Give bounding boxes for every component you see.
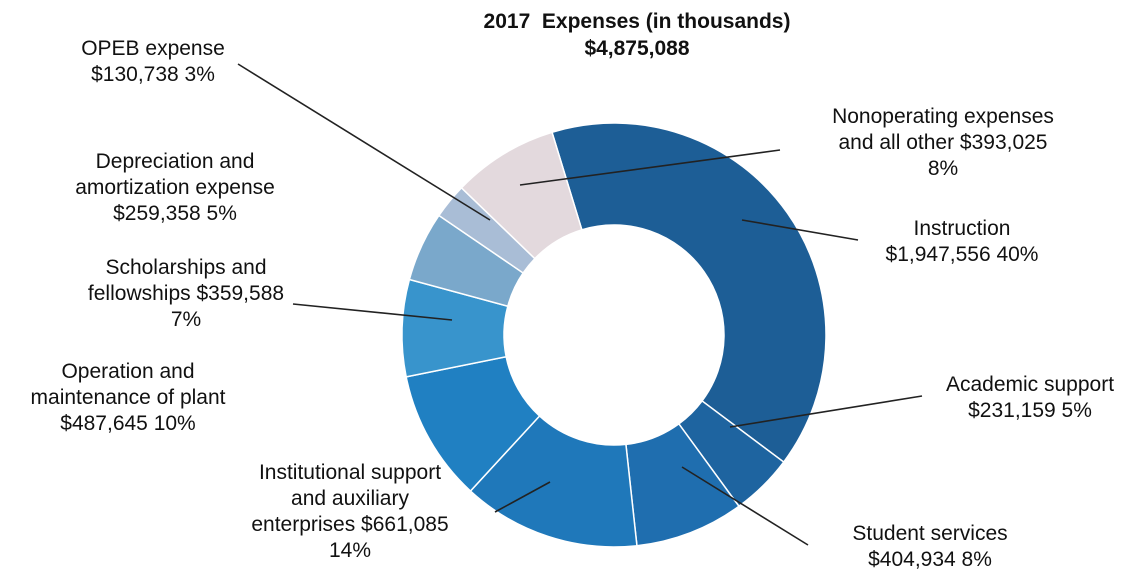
slice-label-line: 7% — [171, 308, 201, 331]
donut-slice — [551, 122, 827, 464]
slice-label-line: maintenance of plant — [31, 386, 226, 409]
slice-label-line: OPEB expense — [81, 37, 225, 60]
slice-label: Instruction $1,947,556 40% — [886, 217, 1039, 266]
slice-label: Nonoperating expenses and all other $393,… — [832, 105, 1054, 180]
leader-lines — [237, 63, 923, 546]
slice-label-line: amortization expense — [75, 176, 275, 199]
slice-label-line: and all other $393,025 — [838, 131, 1047, 154]
leader-line — [494, 481, 551, 513]
slice-label-line: and auxiliary — [291, 487, 409, 510]
slice-label-line: $404,934 8% — [868, 548, 992, 571]
slice-label: Depreciation and amortization expense $259… — [75, 150, 275, 225]
leader-line — [237, 63, 491, 221]
leader-line — [741, 219, 859, 241]
slice-label-line: Academic support — [946, 373, 1114, 396]
slice-label-line: Institutional support — [259, 461, 441, 484]
slice-label: Institutional support and auxiliary enterp… — [251, 461, 448, 562]
donut-hole — [505, 226, 723, 444]
slice-label-line: Student services — [852, 522, 1007, 545]
slice-label-line: 14% — [329, 539, 371, 562]
slice-label-line: $231,159 5% — [968, 399, 1092, 422]
leader-line — [519, 149, 781, 186]
slice-label: Operation and maintenance of plant $487,64… — [31, 360, 226, 435]
leader-line — [681, 466, 809, 546]
slice-label: Academic support $231,159 5% — [946, 373, 1114, 422]
slice-label-line: $259,358 5% — [113, 202, 237, 225]
slice-label-line: enterprises $661,085 — [251, 513, 448, 536]
leader-line — [729, 395, 923, 428]
leader-line — [292, 303, 453, 321]
donut-slices — [401, 122, 827, 548]
slice-label: OPEB expense $130,738 3% — [81, 37, 225, 86]
slice-label: Student services $404,934 8% — [852, 522, 1007, 571]
slice-label-line: $487,645 10% — [60, 412, 195, 435]
slice-label-line: Scholarships and — [105, 256, 266, 279]
slice-label-line: fellowships $359,588 — [88, 282, 284, 305]
slice-label-line: $1,947,556 40% — [886, 243, 1039, 266]
slice-label-line: Operation and — [61, 360, 194, 383]
slice-label: Scholarships and fellowships $359,588 7% — [88, 256, 284, 331]
chart-title: 2017 Expenses (in thousands) — [484, 10, 791, 33]
slice-label-line: 8% — [928, 157, 958, 180]
slice-label-line: Nonoperating expenses — [832, 105, 1054, 128]
donut-slice — [460, 131, 583, 260]
chart-total: $4,875,088 — [584, 37, 689, 60]
slice-label-line: Instruction — [914, 217, 1011, 240]
slice-label-line: Depreciation and — [96, 150, 255, 173]
slice-labels: Instruction $1,947,556 40% Academic suppor… — [31, 37, 1115, 571]
slice-label-line: $130,738 3% — [91, 63, 215, 86]
